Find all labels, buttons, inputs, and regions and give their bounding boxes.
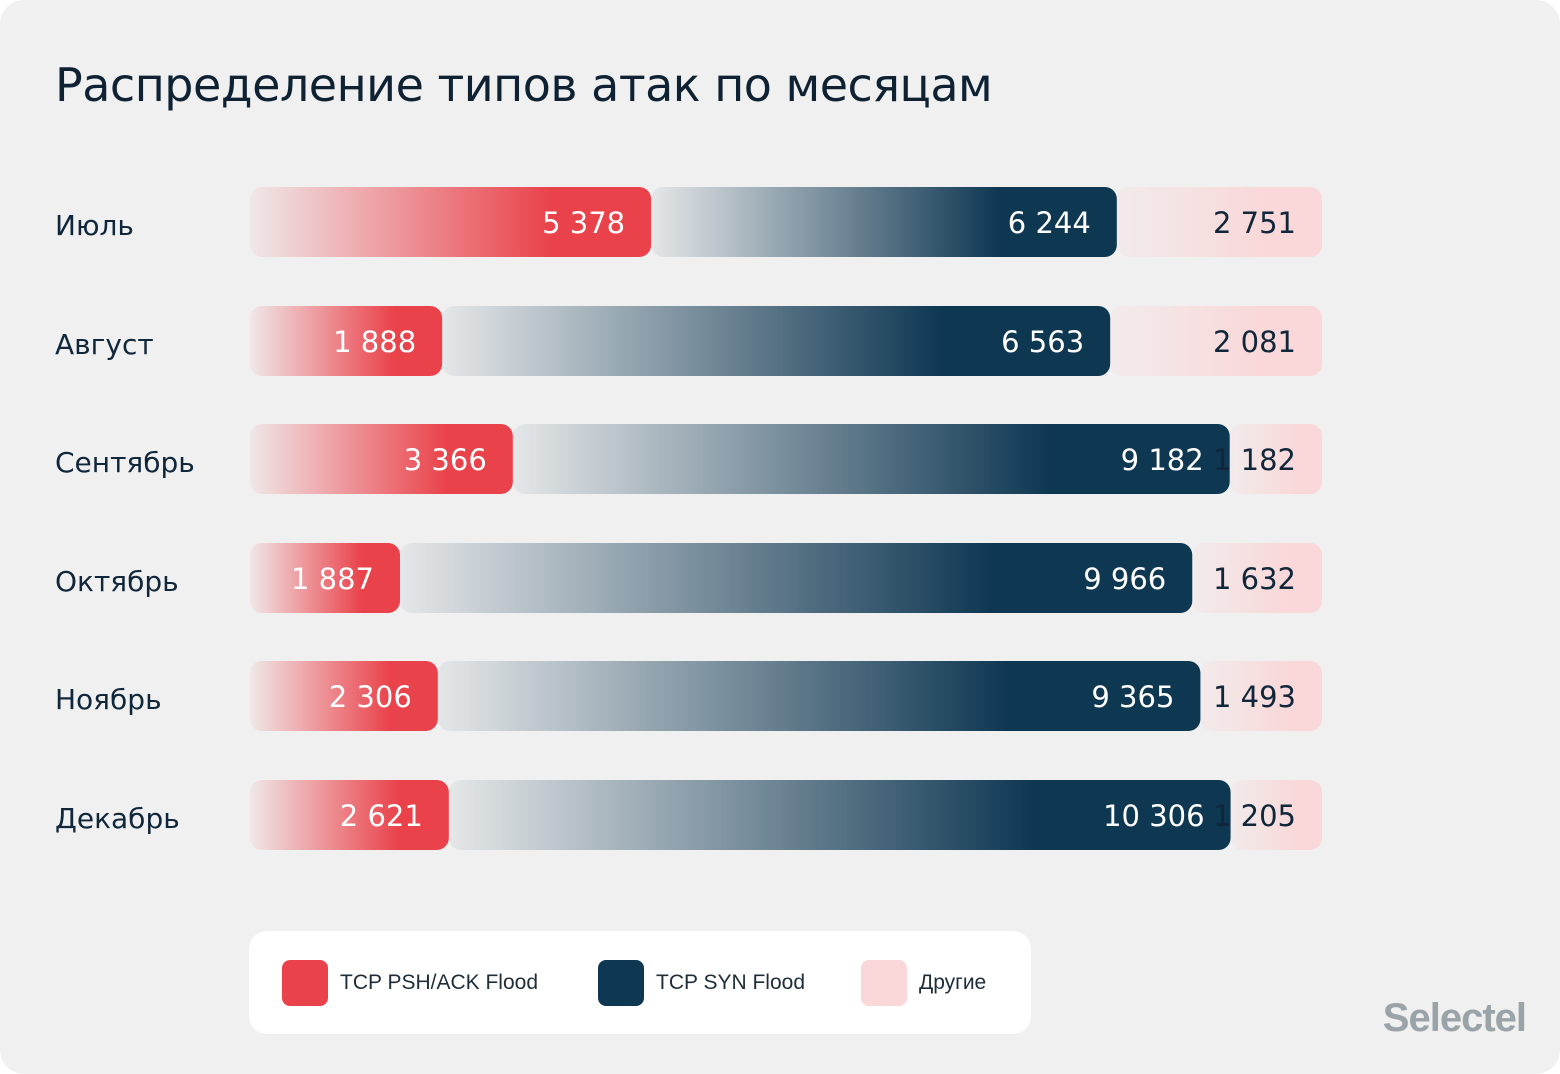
legend: TCP PSH/ACK Flood TCP SYN Flood Другие: [249, 931, 1031, 1034]
bar-segment-syn: [437, 661, 1201, 731]
bar-segment-other: [1229, 424, 1322, 494]
bar-segment-syn: [442, 306, 1111, 376]
category-label: Август: [55, 328, 154, 361]
bar-segment-syn: [651, 187, 1117, 257]
data-label: 9 966: [1083, 562, 1166, 596]
legend-swatch: [598, 960, 644, 1006]
data-label: 10 306: [1103, 799, 1204, 833]
data-label: 1 205: [1213, 799, 1296, 833]
data-label: 1 182: [1213, 443, 1296, 477]
data-label: 9 365: [1091, 680, 1174, 714]
data-label: 9 182: [1121, 443, 1204, 477]
bar-segment-syn: [448, 780, 1231, 850]
data-label: 6 244: [1008, 206, 1091, 240]
legend-item-syn: TCP SYN Flood: [598, 960, 805, 1006]
bar-segment-other: [1116, 187, 1322, 257]
legend-item-other: Другие: [861, 960, 986, 1006]
category-label: Июль: [55, 209, 134, 242]
bar-segment-other: [1192, 543, 1322, 613]
data-label: 1 887: [291, 562, 374, 596]
category-label: Декабрь: [55, 802, 180, 835]
legend-swatch: [282, 960, 328, 1006]
legend-label: TCP SYN Flood: [656, 971, 805, 994]
selectel-logo: Selectel: [1382, 996, 1527, 1040]
data-label: 2 621: [340, 799, 423, 833]
legend-label: TCP PSH/ACK Flood: [340, 971, 539, 994]
bar-chart: Июль 5 378 6 244 2 751 Август 1 888 6 563 2 081…: [55, 187, 1322, 850]
data-label: 2 306: [329, 680, 412, 714]
bar-segment-psh-ack: [250, 306, 443, 376]
data-label: 2 751: [1213, 206, 1296, 240]
bar-segment-psh-ack: [250, 543, 401, 613]
data-label: 6 563: [1001, 325, 1084, 359]
data-label: 5 378: [542, 206, 625, 240]
legend-swatch: [861, 960, 907, 1006]
bar-segment-other: [1230, 780, 1322, 850]
data-label: 3 366: [404, 443, 487, 477]
bar-segment-other: [1200, 661, 1322, 731]
bar-segment-psh-ack: [250, 424, 513, 494]
bar-segment-syn: [400, 543, 1193, 613]
category-label: Ноябрь: [55, 683, 162, 716]
legend-item-psh-ack: TCP PSH/ACK Flood: [282, 960, 538, 1006]
data-label: 2 081: [1213, 325, 1296, 359]
category-label: Сентябрь: [55, 446, 195, 479]
bar-segment-other: [1110, 306, 1322, 376]
bar-segment-psh-ack: [250, 661, 438, 731]
category-label: Октябрь: [55, 565, 179, 598]
chart-title: Распределение типов атак по месяцам: [55, 58, 993, 112]
bar-segment-psh-ack: [250, 187, 652, 257]
bar-segment-psh-ack: [250, 780, 449, 850]
bar-segment-syn: [512, 424, 1230, 494]
data-label: 1 888: [333, 325, 416, 359]
legend-label: Другие: [919, 971, 987, 994]
data-label: 1 632: [1213, 562, 1296, 596]
data-label: 1 493: [1213, 680, 1296, 714]
